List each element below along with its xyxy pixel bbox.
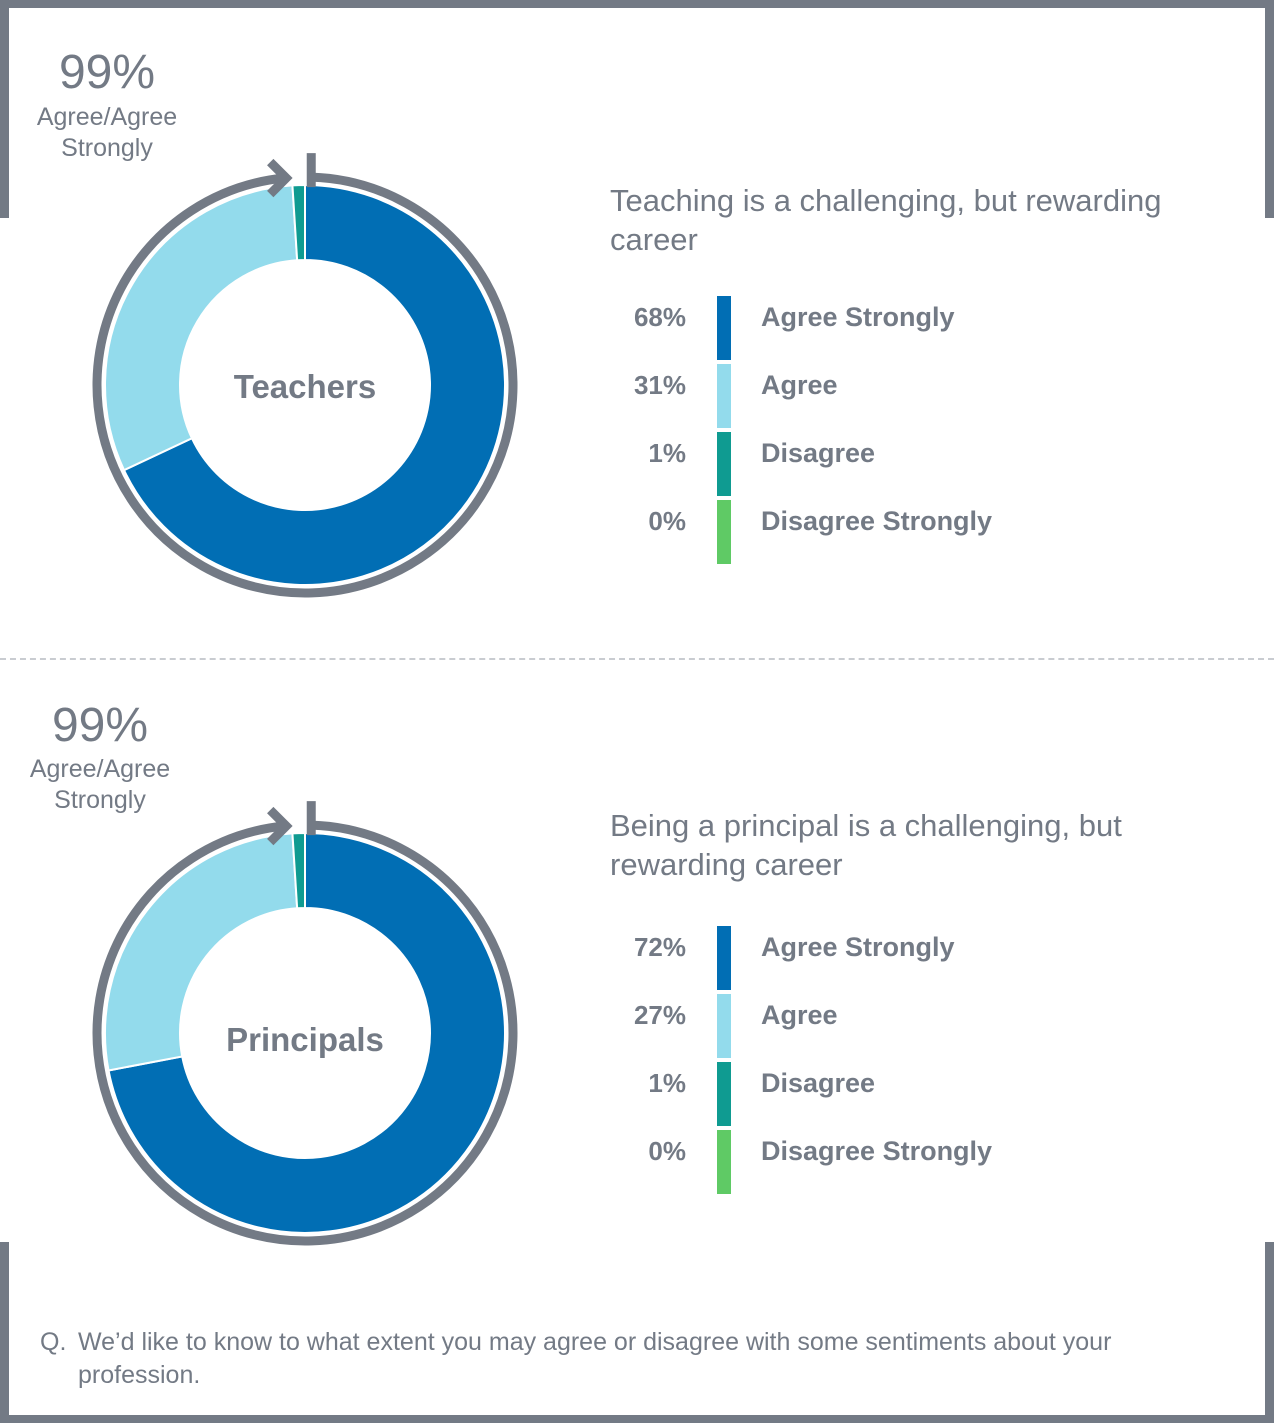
summary-label: Agree/Agree Strongly: [29, 755, 171, 814]
frame-left-top: [0, 0, 9, 218]
legend-label: Disagree: [761, 438, 876, 468]
legend-swatch: [717, 926, 731, 990]
legend-value: 0%: [648, 1136, 686, 1166]
slice-agree: [104, 184, 299, 472]
legend-item-disagree: 1% Disagree: [600, 432, 1160, 500]
frame-bottom: [0, 1415, 1274, 1423]
legend-value: 1%: [648, 1068, 686, 1098]
legend-value: 72%: [633, 932, 686, 962]
legend-label: Disagree Strongly: [761, 506, 993, 536]
legend-item-disagree: 1% Disagree: [600, 1062, 1160, 1130]
legend-swatch: [717, 1062, 731, 1126]
center-label: Principals: [226, 1021, 384, 1058]
center-label: Teachers: [233, 368, 377, 405]
arrow-head-icon: [267, 806, 293, 846]
slice-disagree: [291, 831, 306, 910]
arrow-head-icon: [267, 158, 293, 198]
legend-swatch: [717, 296, 731, 360]
summary-arc: [92, 820, 518, 1246]
legend-value: 1%: [648, 438, 686, 468]
frame-right-bottom: [1265, 1242, 1274, 1423]
legend-swatch: [717, 1130, 731, 1194]
summary-percent: 99%: [51, 699, 149, 752]
principals-panel: 99% Agree/Agree Strongly Principals Bein…: [0, 648, 1274, 1288]
legend-item-disagree-strongly: 0% Disagree Strongly: [600, 1130, 1160, 1198]
legend-item-agree: 31% Agree: [600, 364, 1160, 432]
legend-label: Agree: [761, 370, 838, 400]
legend-value: 31%: [633, 370, 686, 400]
legend-value: 0%: [648, 506, 686, 536]
legend-value: 27%: [633, 1000, 686, 1030]
teachers-panel: 99% Agree/Agree Strongly Teachers Teachi…: [0, 0, 1274, 640]
legend-swatch: [717, 364, 731, 428]
legend-value: 68%: [633, 302, 686, 332]
legend-label: Agree: [761, 1000, 838, 1030]
footnote-marker: Q.: [40, 1328, 67, 1356]
summary-label: Agree/Agree Strongly: [36, 103, 178, 162]
legend-label: Agree Strongly: [761, 302, 955, 332]
legend: 68% Agree Strongly 31% Agree 1% Disagree…: [600, 296, 1160, 568]
legend-item-agree: 27% Agree: [600, 994, 1160, 1062]
frame-left-bottom: [0, 1242, 9, 1423]
chart-title: Teaching is a challenging, but rewarding…: [610, 183, 1162, 257]
principals-donut-chart: [92, 801, 518, 1246]
legend-swatch: [717, 500, 731, 564]
section-divider: [0, 658, 1274, 660]
slice-disagree: [291, 183, 306, 262]
legend-item-disagree-strongly: 0% Disagree Strongly: [600, 500, 1160, 568]
legend-label: Agree Strongly: [761, 932, 955, 962]
legend-swatch: [717, 432, 731, 496]
legend-swatch: [717, 994, 731, 1058]
teachers-donut-chart: [92, 153, 518, 598]
summary-percent: 99%: [58, 46, 156, 99]
legend-label: Disagree Strongly: [761, 1136, 993, 1166]
chart-title: Being a principal is a challenging, but …: [610, 808, 1122, 882]
summary-arc: [92, 172, 518, 598]
legend: 72% Agree Strongly 27% Agree 1% Disagree…: [600, 926, 1160, 1198]
frame-top: [0, 0, 1274, 8]
footnote-text: We’d like to know to what extent you may…: [78, 1328, 1112, 1389]
slice-agree-strongly: [122, 183, 506, 586]
footnote: Q. We’d like to know to what extent you …: [40, 1326, 1220, 1392]
legend-item-agree-strongly: 72% Agree Strongly: [600, 926, 1160, 994]
slice-agree-strongly: [107, 831, 506, 1234]
legend-item-agree-strongly: 68% Agree Strongly: [600, 296, 1160, 364]
legend-label: Disagree: [761, 1068, 876, 1098]
frame-right-top: [1265, 0, 1274, 218]
